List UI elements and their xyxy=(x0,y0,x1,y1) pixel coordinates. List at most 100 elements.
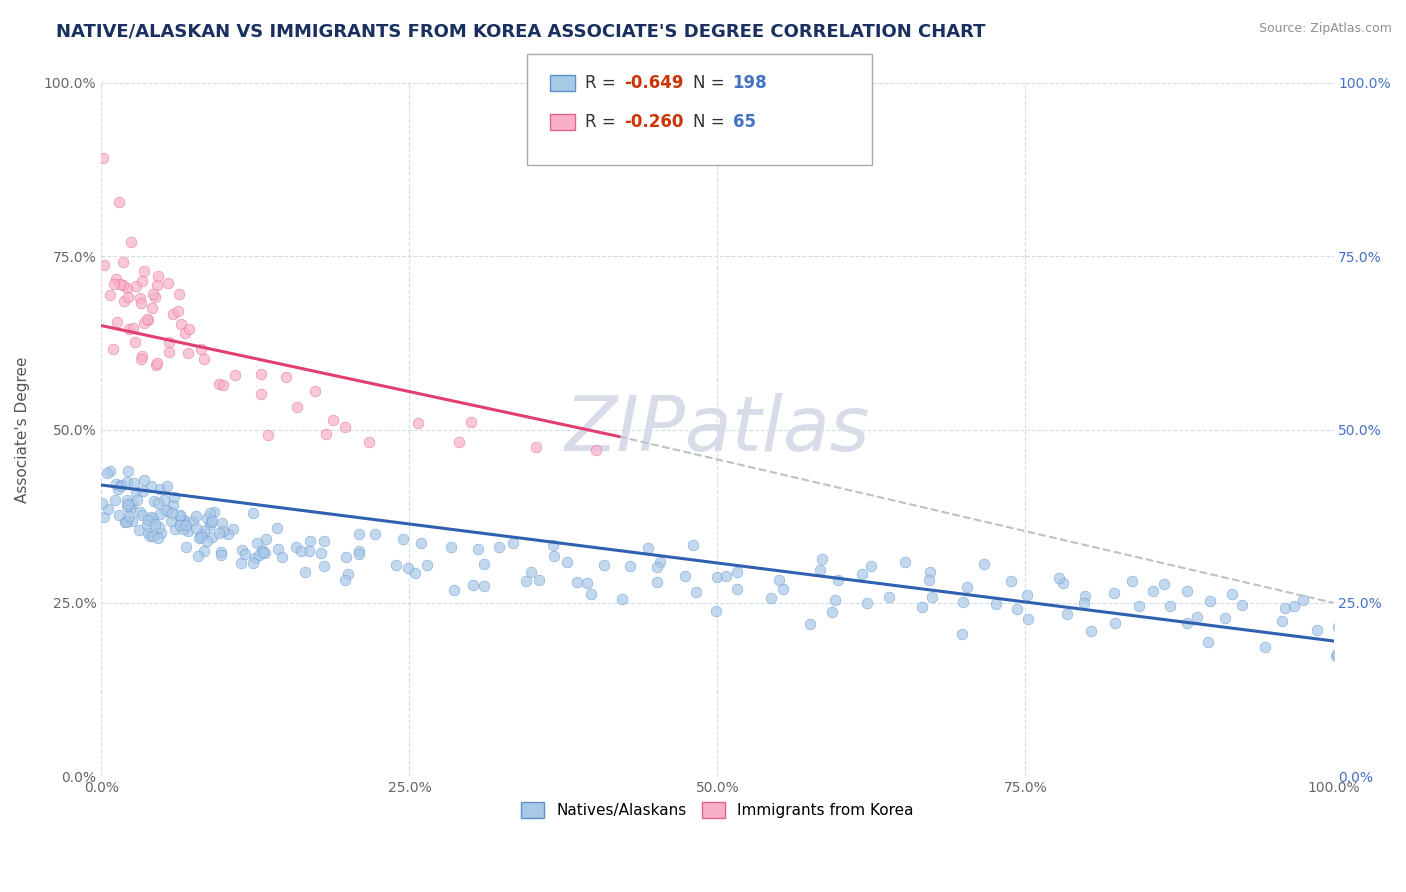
Point xyxy=(956,580,979,594)
Point xyxy=(115,475,138,490)
Point xyxy=(592,558,614,573)
Point xyxy=(148,531,170,545)
Point xyxy=(108,195,131,210)
Point xyxy=(139,509,162,524)
Point xyxy=(211,378,233,392)
Point xyxy=(121,514,143,528)
Point xyxy=(190,530,212,544)
Point xyxy=(91,152,114,166)
Point xyxy=(406,416,429,430)
Point xyxy=(181,514,204,528)
Point xyxy=(142,529,165,543)
Point xyxy=(145,358,167,372)
Point xyxy=(200,518,222,533)
Point xyxy=(193,544,215,558)
Point xyxy=(799,617,821,632)
Point xyxy=(104,272,127,286)
Point xyxy=(141,479,163,493)
Point xyxy=(682,538,704,552)
Point xyxy=(1052,576,1074,591)
Point xyxy=(515,574,537,589)
Point xyxy=(250,387,273,401)
Point xyxy=(176,345,198,359)
Point xyxy=(120,235,142,249)
Point xyxy=(117,465,139,479)
Point xyxy=(117,513,139,527)
Point xyxy=(157,335,180,350)
Point xyxy=(211,516,233,530)
Point xyxy=(93,258,115,272)
Point xyxy=(117,493,139,508)
Point xyxy=(136,513,159,527)
Point xyxy=(1047,571,1070,585)
Point xyxy=(304,384,326,399)
Point xyxy=(162,307,184,321)
Point xyxy=(488,541,510,555)
Point xyxy=(149,526,172,541)
Point xyxy=(1306,623,1329,637)
Point xyxy=(209,545,232,559)
Point xyxy=(169,513,191,527)
Point xyxy=(557,556,579,570)
Point xyxy=(105,476,128,491)
Point xyxy=(1213,611,1236,625)
Point xyxy=(520,566,543,580)
Point xyxy=(921,590,943,604)
Point xyxy=(704,604,727,618)
Point xyxy=(169,508,191,523)
Point xyxy=(256,428,278,442)
Point xyxy=(98,464,121,478)
Point xyxy=(253,546,276,560)
Point xyxy=(129,352,152,367)
Point xyxy=(153,493,176,508)
Point xyxy=(298,544,321,558)
Point xyxy=(156,479,179,493)
Point xyxy=(170,317,193,331)
Point xyxy=(249,367,271,381)
Point xyxy=(114,515,136,529)
Point xyxy=(416,558,439,573)
Point xyxy=(115,515,138,529)
Point xyxy=(146,355,169,369)
Point xyxy=(242,556,264,570)
Point xyxy=(149,508,172,522)
Point xyxy=(725,565,748,579)
Point xyxy=(131,508,153,523)
Point xyxy=(141,301,163,315)
Point xyxy=(1000,574,1022,588)
Text: -0.649: -0.649 xyxy=(624,74,683,92)
Point xyxy=(103,343,125,357)
Point xyxy=(146,496,169,510)
Point xyxy=(335,549,357,564)
Point xyxy=(200,515,222,529)
Point xyxy=(336,566,359,581)
Point xyxy=(1232,599,1254,613)
Point xyxy=(100,288,122,302)
Point xyxy=(347,547,370,561)
Point xyxy=(117,290,139,304)
Point xyxy=(1324,648,1347,663)
Point xyxy=(772,582,794,596)
Point xyxy=(714,568,737,582)
Point xyxy=(1007,602,1029,616)
Point xyxy=(918,566,941,580)
Point xyxy=(118,508,141,523)
Point xyxy=(645,560,668,574)
Point xyxy=(124,334,146,349)
Point xyxy=(120,500,142,515)
Text: 198: 198 xyxy=(733,74,768,92)
Point xyxy=(157,276,180,290)
Point xyxy=(103,277,125,292)
Point xyxy=(298,534,321,549)
Point xyxy=(768,573,790,587)
Point xyxy=(409,536,432,550)
Point xyxy=(134,473,156,487)
Point xyxy=(131,274,153,288)
Point xyxy=(136,312,159,326)
Point xyxy=(759,591,782,605)
Point xyxy=(131,349,153,363)
Point xyxy=(467,541,489,556)
Point xyxy=(309,546,332,560)
Point xyxy=(335,420,357,434)
Point xyxy=(851,567,873,582)
